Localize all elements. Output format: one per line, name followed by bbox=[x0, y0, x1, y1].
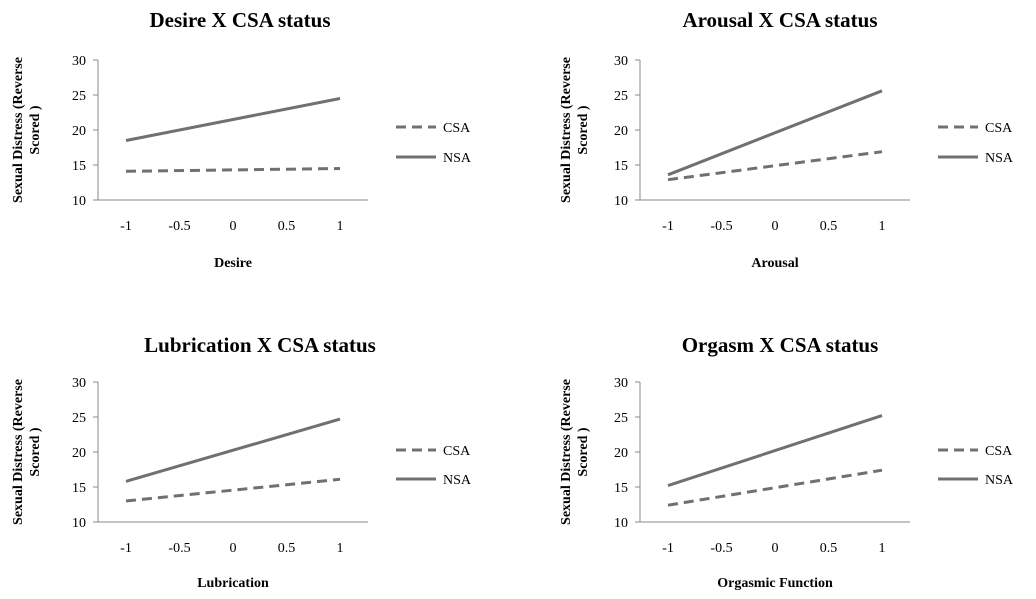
y-tick-label: 20 bbox=[614, 446, 628, 461]
y-tick-label: 15 bbox=[614, 481, 628, 496]
x-tick-label: 0.5 bbox=[278, 541, 296, 556]
x-tick-label: -0.5 bbox=[710, 219, 732, 234]
x-tick-label: 0.5 bbox=[278, 219, 296, 234]
y-tick-label: 25 bbox=[614, 89, 628, 104]
x-tick-label: 0.5 bbox=[820, 219, 838, 234]
series-line-csa bbox=[667, 468, 883, 507]
x-tick-label: 1 bbox=[879, 541, 886, 556]
legend-label-nsa: NSA bbox=[985, 151, 1014, 166]
y-tick-label: 15 bbox=[614, 159, 628, 174]
x-axis-label: Arousal bbox=[751, 256, 798, 271]
y-tick-label: 25 bbox=[72, 89, 86, 104]
series-line-csa bbox=[125, 167, 341, 173]
y-tick-label: 10 bbox=[614, 516, 628, 531]
y-tick-label: 25 bbox=[72, 411, 86, 426]
x-tick-label: 0.5 bbox=[820, 541, 838, 556]
y-tick-label: 10 bbox=[614, 194, 628, 209]
y-tick-label: 20 bbox=[72, 124, 86, 139]
y-tick-label: 30 bbox=[614, 54, 628, 69]
y-tick-label: 30 bbox=[72, 54, 86, 69]
x-tick-label: 1 bbox=[337, 541, 344, 556]
y-tick-label: 15 bbox=[72, 159, 86, 174]
y-tick-label: 30 bbox=[614, 376, 628, 391]
y-axis-label: Sexual Distress (Reverse Scored ) bbox=[559, 379, 591, 525]
x-tick-label: 1 bbox=[337, 219, 344, 234]
y-tick-label: 10 bbox=[72, 516, 86, 531]
x-axis-label: Orgasmic Function bbox=[717, 576, 833, 591]
y-tick-label: 20 bbox=[614, 124, 628, 139]
legend-label-csa: CSA bbox=[443, 121, 471, 136]
series-line-nsa bbox=[667, 414, 883, 488]
series-line-nsa bbox=[667, 89, 883, 177]
x-tick-label: -1 bbox=[662, 219, 674, 234]
series-line-nsa bbox=[125, 97, 341, 142]
y-tick-label: 20 bbox=[72, 446, 86, 461]
chart-panel-4: Orgasm X CSA status 10 15 20 25 30 -1 -0.5 0 0.5 1… bbox=[559, 333, 1014, 591]
x-tick-label: 0 bbox=[230, 219, 237, 234]
chart-title: Lubrication X CSA status bbox=[144, 333, 376, 357]
y-axis-label: Sexual Distress (Reverse Scored ) bbox=[11, 57, 43, 203]
y-axis-label: Sexual Distress (Reverse Scored ) bbox=[11, 379, 43, 525]
y-tick-label: 10 bbox=[72, 194, 86, 209]
legend-label-nsa: NSA bbox=[985, 473, 1014, 488]
y-tick-label: 15 bbox=[72, 481, 86, 496]
chart-panel-1: Desire X CSA status 10 15 20 25 30 -1 -0.5 0 0.5 1… bbox=[11, 8, 472, 271]
legend-label-nsa: NSA bbox=[443, 473, 472, 488]
chart-title: Arousal X CSA status bbox=[682, 8, 877, 32]
x-tick-label: -1 bbox=[120, 219, 132, 234]
legend-label-nsa: NSA bbox=[443, 151, 472, 166]
x-axis-label: Desire bbox=[214, 256, 252, 271]
series-line-csa bbox=[125, 477, 341, 503]
y-tick-label: 30 bbox=[72, 376, 86, 391]
legend-label-csa: CSA bbox=[985, 444, 1013, 459]
legend-label-csa: CSA bbox=[443, 444, 471, 459]
x-tick-label: 0 bbox=[772, 541, 779, 556]
x-tick-label: 1 bbox=[879, 219, 886, 234]
chart-title: Desire X CSA status bbox=[149, 8, 330, 32]
x-tick-label: -1 bbox=[120, 541, 132, 556]
legend-label-csa: CSA bbox=[985, 121, 1013, 136]
x-tick-label: -0.5 bbox=[168, 541, 190, 556]
series-line-csa bbox=[667, 150, 883, 182]
series-line-nsa bbox=[125, 417, 341, 483]
y-axis-label: Sexual Distress (Reverse Scored ) bbox=[559, 57, 591, 203]
x-tick-label: 0 bbox=[772, 219, 779, 234]
x-tick-label: -0.5 bbox=[710, 541, 732, 556]
x-axis-label: Lubrication bbox=[197, 576, 269, 591]
chart-title: Orgasm X CSA status bbox=[682, 333, 879, 357]
y-tick-label: 25 bbox=[614, 411, 628, 426]
x-tick-label: -1 bbox=[662, 541, 674, 556]
x-tick-label: 0 bbox=[230, 541, 237, 556]
x-tick-label: -0.5 bbox=[168, 219, 190, 234]
chart-panel-2: Arousal X CSA status 10 15 20 25 30 -1 -0.5 0 0.5… bbox=[559, 8, 1014, 271]
